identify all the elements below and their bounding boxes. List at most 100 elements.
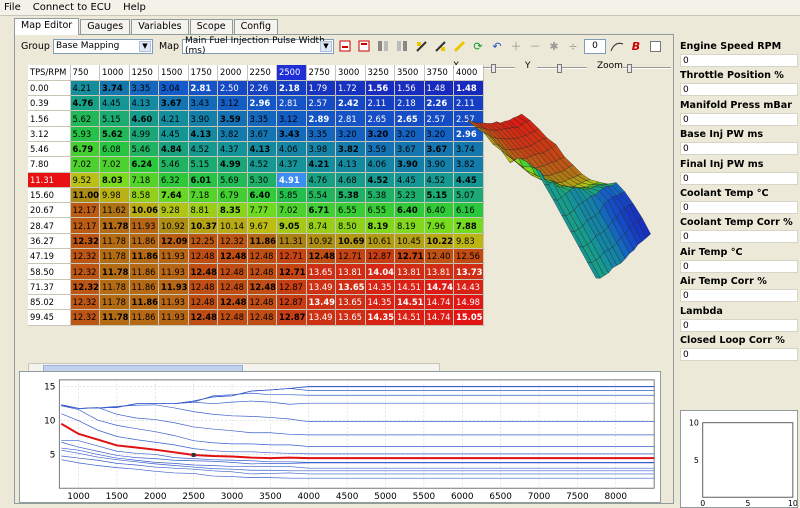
map-cell[interactable]: 12.71 (276, 248, 307, 265)
highlighter-icon[interactable] (451, 38, 467, 54)
map-cell[interactable]: 1.56 (394, 80, 425, 97)
map-cell[interactable]: 11.31 (276, 233, 307, 250)
map-cell[interactable]: 13.73 (453, 263, 484, 280)
tab-variables[interactable]: Variables (131, 19, 189, 34)
tps-row-header[interactable]: 0.39 (28, 95, 71, 112)
rpm-column-header[interactable]: 2750 (306, 65, 336, 81)
map-cell[interactable]: 6.71 (306, 202, 336, 219)
map-cell[interactable]: 2.18 (276, 80, 307, 97)
rpm-column-header[interactable]: 1250 (129, 65, 159, 81)
map-cell[interactable]: 12.48 (247, 294, 277, 311)
map-cell[interactable]: 2.57 (424, 110, 454, 127)
edit-pen-alt-icon[interactable] (432, 38, 448, 54)
map-cell[interactable]: 5.38 (335, 187, 366, 204)
refresh-icon[interactable]: ⟳ (473, 39, 483, 53)
map-cell[interactable]: 12.09 (158, 233, 189, 250)
map-cell[interactable]: 13.49 (306, 309, 336, 326)
map-cell[interactable]: 4.45 (394, 172, 425, 188)
map-cell[interactable]: 12.48 (217, 263, 248, 280)
map-cell[interactable]: 13.65 (306, 263, 336, 280)
map-cell[interactable]: 7.18 (188, 187, 218, 204)
group-select[interactable]: Base Mapping ▼ (52, 38, 153, 54)
map-cell[interactable]: 3.67 (247, 126, 277, 142)
map-cell[interactable]: 3.12 (276, 110, 307, 127)
map-cell[interactable]: 3.67 (424, 141, 454, 158)
map-cell[interactable]: 3.43 (276, 126, 307, 142)
tps-row-header[interactable]: 47.19 (28, 248, 71, 265)
map-cell[interactable]: 2.42 (335, 95, 366, 112)
map-cell[interactable]: 4.99 (129, 126, 159, 142)
map-cell[interactable]: 10.61 (365, 233, 395, 250)
map-cell[interactable]: 3.20 (335, 126, 366, 142)
map-cell[interactable]: 3.43 (188, 95, 218, 112)
tab-scope[interactable]: Scope (189, 19, 233, 34)
map-cell[interactable]: 4.52 (424, 172, 454, 188)
y-slider-thumb[interactable] (557, 64, 562, 73)
map-cell[interactable]: 4.37 (217, 141, 248, 158)
x-rotation-slider[interactable] (465, 64, 515, 73)
map-cell[interactable]: 13.49 (306, 294, 336, 311)
map-cell[interactable]: 5.93 (70, 126, 100, 142)
map-cell[interactable]: 6.24 (129, 156, 159, 173)
map-cell[interactable]: 6.40 (424, 202, 454, 219)
map-cell[interactable]: 2.65 (394, 110, 425, 127)
map-cell[interactable]: 4.06 (276, 141, 307, 158)
map-cell[interactable]: 3.90 (188, 110, 218, 127)
map-cell[interactable]: 1.72 (335, 80, 366, 97)
map-cell[interactable]: 3.20 (365, 126, 395, 142)
map-cell[interactable]: 12.32 (70, 279, 100, 295)
map-cell[interactable]: 9.98 (99, 187, 130, 204)
map-cell[interactable]: 3.35 (129, 80, 159, 97)
tps-row-header[interactable]: 3.12 (28, 126, 71, 142)
map-cell[interactable]: 5.23 (394, 187, 425, 204)
map-cell[interactable]: 9.83 (453, 233, 484, 250)
map-cell[interactable]: 14.43 (453, 279, 484, 295)
map-cell[interactable]: 12.32 (70, 294, 100, 311)
map-cell[interactable]: 11.78 (99, 279, 130, 295)
map-cell[interactable]: 4.13 (129, 95, 159, 112)
map-cell[interactable]: 5.46 (129, 141, 159, 158)
map-cell[interactable]: 12.32 (70, 248, 100, 265)
map-cell[interactable]: 8.81 (188, 202, 218, 219)
tps-row-header[interactable]: 11.31 (28, 172, 71, 188)
tps-row-header[interactable]: 0.00 (28, 80, 71, 97)
rpm-column-header[interactable]: 1750 (188, 65, 218, 81)
map-cell[interactable]: 11.86 (129, 248, 159, 265)
map-cell[interactable]: 12.17 (70, 202, 100, 219)
map-cell[interactable]: 14.74 (424, 294, 454, 311)
map-cell[interactable]: 12.48 (188, 263, 218, 280)
map-cell[interactable]: 4.60 (129, 110, 159, 127)
map-cell[interactable]: 8.74 (306, 217, 336, 234)
map-cell[interactable]: 12.48 (217, 279, 248, 295)
map-cell[interactable]: 4.76 (306, 172, 336, 188)
map-cell[interactable]: 2.81 (276, 95, 307, 112)
map-cell[interactable]: 8.03 (99, 172, 130, 188)
menu-file[interactable]: File (4, 2, 21, 13)
map-cell[interactable]: 4.21 (70, 80, 100, 97)
map-cell[interactable]: 12.48 (217, 294, 248, 311)
rpm-line-graph[interactable]: 1000 1500 2000 2500 3000 3500 4000 4500 5000 5500… (19, 371, 661, 503)
map-cell[interactable]: 4.37 (276, 156, 307, 173)
map-cell[interactable]: 5.30 (247, 172, 277, 188)
map-cell[interactable]: 2.81 (188, 80, 218, 97)
map-cell[interactable]: 3.20 (394, 126, 425, 142)
rpm-column-header[interactable]: 1500 (158, 65, 189, 81)
map-cell[interactable]: 9.05 (276, 217, 307, 234)
map-cell[interactable]: 1.48 (424, 80, 454, 97)
map-cell[interactable]: 7.77 (247, 202, 277, 219)
map-cell[interactable]: 4.91 (276, 172, 307, 188)
map-cell[interactable]: 4.52 (247, 156, 277, 173)
map-cell[interactable]: 12.48 (217, 309, 248, 326)
map-cell[interactable]: 13.81 (394, 263, 425, 280)
map-cell[interactable]: 14.04 (365, 263, 395, 280)
map-cell[interactable]: 11.93 (158, 279, 189, 295)
map-cell[interactable]: 12.32 (70, 233, 100, 250)
map-cell[interactable]: 5.38 (365, 187, 395, 204)
edit-pen-icon[interactable] (413, 38, 429, 54)
map-cell[interactable]: 11.86 (129, 294, 159, 311)
map-cell[interactable]: 1.79 (306, 80, 336, 97)
rpm-column-header[interactable]: 3250 (365, 65, 395, 81)
tab-map-editor[interactable]: Map Editor (14, 18, 80, 35)
map-cell[interactable]: 3.82 (453, 156, 484, 173)
map-cell[interactable]: 14.51 (394, 279, 425, 295)
